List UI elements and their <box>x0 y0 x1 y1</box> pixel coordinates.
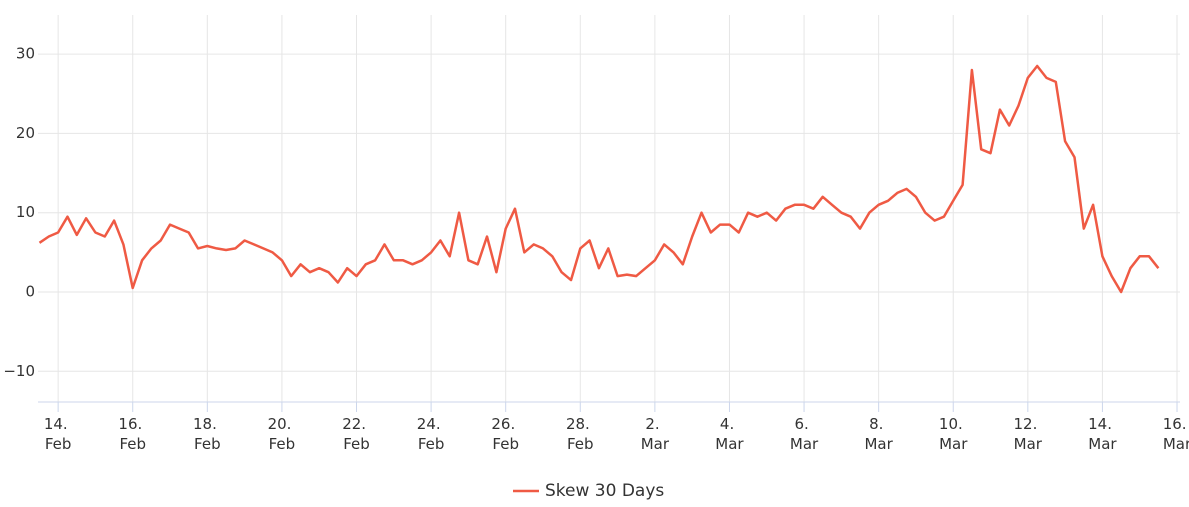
legend-label: Skew 30 Days <box>545 481 664 501</box>
x-tick-label-line: 10. <box>939 415 968 433</box>
x-tick-label-line: Mar <box>790 435 819 453</box>
legend-item[interactable]: Skew 30 Days <box>513 481 664 501</box>
x-tick-label: 12. Mar <box>1014 415 1043 453</box>
x-tick-label: 22. Feb <box>342 415 371 453</box>
x-tick-label-line: 18. <box>193 415 222 433</box>
x-tick-label: 10. Mar <box>939 415 968 453</box>
y-tick-label: 0 <box>25 283 35 301</box>
x-tick-label: 14. Feb <box>44 415 73 453</box>
x-tick-label: 4. Mar <box>715 415 744 453</box>
x-tick-label-line: 12. <box>1014 415 1043 433</box>
x-tick-label: 8. Mar <box>864 415 893 453</box>
x-tick-label: 14. Mar <box>1088 415 1117 453</box>
x-tick-label-line: Mar <box>864 435 893 453</box>
x-tick-label: 26. Feb <box>491 415 520 453</box>
x-tick-label-line: 6. <box>795 415 814 433</box>
x-tick-label-line: Mar <box>641 435 670 453</box>
x-tick-label: 28. Feb <box>566 415 595 453</box>
x-tick-label-line: 28. <box>566 415 595 433</box>
x-tick-label: 6. Mar <box>790 415 819 453</box>
y-tick-label: 10 <box>16 203 35 221</box>
x-tick-label-line: Feb <box>45 435 72 453</box>
x-tick-label-line: 26. <box>491 415 520 433</box>
y-tick-label: 30 <box>16 45 35 63</box>
x-tick-label-line: Mar <box>1088 435 1117 453</box>
x-tick-label-line: 14. <box>1088 415 1117 433</box>
x-tick-label: 20. Feb <box>268 415 297 453</box>
x-tick-label-line: 8. <box>869 415 888 433</box>
x-tick-label-line: Mar <box>939 435 968 453</box>
y-tick-label: 20 <box>16 124 35 142</box>
x-tick-label-line: 14. <box>44 415 73 433</box>
x-tick-label-line: 2. <box>645 415 664 433</box>
x-tick-label-line: Feb <box>343 435 370 453</box>
x-tick-label-line: 4. <box>720 415 739 433</box>
x-tick-label-line: 24. <box>417 415 446 433</box>
x-tick-label: 18. Feb <box>193 415 222 453</box>
x-tick-label-line: 16. <box>1163 415 1189 433</box>
x-tick-label-line: Feb <box>492 435 519 453</box>
x-tick-label-line: 20. <box>268 415 297 433</box>
x-tick-label-line: 22. <box>342 415 371 433</box>
x-tick-label-line: Feb <box>269 435 296 453</box>
x-tick-label-line: Feb <box>567 435 594 453</box>
x-tick-label-line: Mar <box>1014 435 1043 453</box>
x-tick-label-line: Mar <box>715 435 744 453</box>
data-line <box>38 64 1160 294</box>
y-tick-label: −10 <box>3 362 35 380</box>
x-tick-label-line: 16. <box>118 415 147 433</box>
x-tick-label-line: Feb <box>119 435 146 453</box>
x-tick-label: 2. Mar <box>641 415 670 453</box>
x-tick-label-line: Mar <box>1163 435 1189 453</box>
x-tick-label: 16. Mar <box>1163 415 1189 453</box>
x-tick-label-line: Feb <box>194 435 221 453</box>
x-tick-label: 24. Feb <box>417 415 446 453</box>
x-tick-label-line: Feb <box>418 435 445 453</box>
x-tick-label: 16. Feb <box>118 415 147 453</box>
